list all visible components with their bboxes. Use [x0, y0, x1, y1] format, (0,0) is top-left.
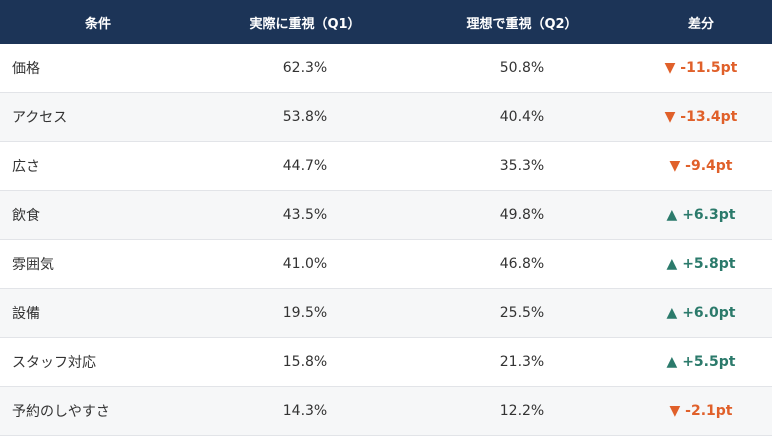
table-cell: 広さ: [0, 141, 196, 191]
table-row: 飲食 43.5% 49.8% ▲ +6.3pt: [0, 190, 772, 240]
table-cell: 雰囲気: [0, 239, 196, 289]
table-cell: 12.2%: [414, 386, 630, 436]
header-cell: 理想で重視（Q2）: [414, 0, 630, 44]
table-cell: 19.5%: [196, 288, 414, 338]
table-cell: 49.8%: [414, 190, 630, 240]
table-cell: 飲食: [0, 190, 196, 240]
table-cell: 41.0%: [196, 239, 414, 289]
table-row: 雰囲気 41.0% 46.8% ▲ +5.8pt: [0, 239, 772, 289]
diff-cell: ▲ +6.0pt: [630, 288, 772, 338]
diff-cell: ▲ +6.3pt: [630, 190, 772, 240]
diff-cell: ▼ -11.5pt: [630, 44, 772, 93]
table-row: 広さ 44.7% 35.3% ▼ -9.4pt: [0, 141, 772, 191]
table-cell: 21.3%: [414, 337, 630, 387]
diff-cell: ▼ -2.1pt: [630, 386, 772, 436]
diff-cell: ▼ -9.4pt: [630, 141, 772, 191]
table-cell: 62.3%: [196, 44, 414, 93]
header-cell: 差分: [630, 0, 772, 44]
table-cell: 40.4%: [414, 92, 630, 142]
table-row: 予約のしやすさ 14.3% 12.2% ▼ -2.1pt: [0, 386, 772, 436]
table-cell: 50.8%: [414, 44, 630, 93]
table-cell: アクセス: [0, 92, 196, 142]
table-cell: 25.5%: [414, 288, 630, 338]
table-cell: 価格: [0, 44, 196, 93]
table-cell: 43.5%: [196, 190, 414, 240]
diff-cell: ▲ +5.8pt: [630, 239, 772, 289]
table-row: 価格 62.3% 50.8% ▼ -11.5pt: [0, 44, 772, 93]
header-cell: 条件: [0, 0, 196, 44]
diff-cell: ▲ +5.5pt: [630, 337, 772, 387]
table-row: 設備 19.5% 25.5% ▲ +6.0pt: [0, 288, 772, 338]
header-cell: 実際に重視（Q1）: [196, 0, 414, 44]
table-cell: 設備: [0, 288, 196, 338]
table-cell: 予約のしやすさ: [0, 386, 196, 436]
header-row: 条件 実際に重視（Q1） 理想で重視（Q2） 差分: [0, 0, 772, 44]
table-cell: 15.8%: [196, 337, 414, 387]
table-cell: 14.3%: [196, 386, 414, 436]
table-cell: スタッフ対応: [0, 337, 196, 387]
diff-cell: ▼ -13.4pt: [630, 92, 772, 142]
table-header: 条件 実際に重視（Q1） 理想で重視（Q2） 差分: [0, 0, 772, 44]
table-cell: 46.8%: [414, 239, 630, 289]
table-cell: 35.3%: [414, 141, 630, 191]
table-body: 価格 62.3% 50.8% ▼ -11.5pt アクセス 53.8% 40.4% ▼ -13…: [0, 44, 772, 436]
table-row: スタッフ対応 15.8% 21.3% ▲ +5.5pt: [0, 337, 772, 387]
table-cell: 53.8%: [196, 92, 414, 142]
table-cell: 44.7%: [196, 141, 414, 191]
table-row: アクセス 53.8% 40.4% ▼ -13.4pt: [0, 92, 772, 142]
